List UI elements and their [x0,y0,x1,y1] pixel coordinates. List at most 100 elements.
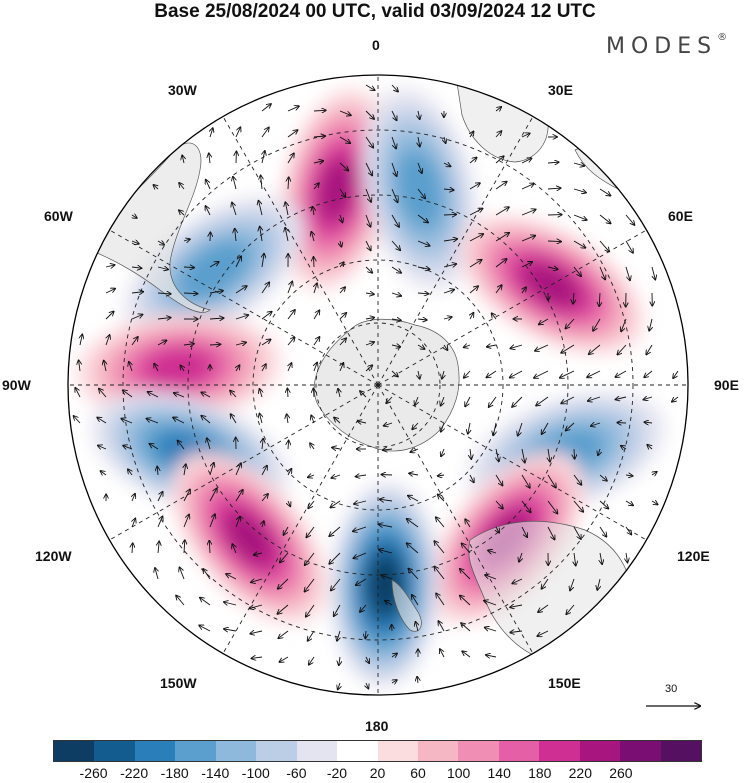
anomaly-contour [143,347,214,388]
wind-arrow [183,344,194,345]
wind-arrow [391,110,397,120]
wind-arrow [235,517,240,528]
wind-arrow [314,283,317,294]
anomaly-contour [225,511,274,565]
wind-arrow [280,552,289,562]
wind-arrow [434,567,445,580]
wind-arrow [260,414,263,424]
wind-arrow [339,188,345,197]
wind-arrow [158,542,159,554]
wind-arrow [484,601,497,606]
lon-label-30w: 30W [168,82,197,98]
wind-arrow [469,183,480,190]
latitude-circle [315,322,441,448]
wind-arrow [599,292,600,306]
wind-arrow [80,335,82,346]
lon-label-60w: 60W [44,208,73,224]
wind-arrow [224,629,237,631]
graticule [68,75,688,695]
lon-label-60e: 60E [668,208,693,224]
map-boundary [67,74,689,696]
wind-arrow [417,162,422,173]
wind-arrow [496,448,499,461]
wind-arrow [542,422,549,434]
wind-arrow [409,473,419,475]
wind-arrow [287,106,299,112]
wind-arrow [441,422,444,432]
wind-arrow [262,364,266,372]
wind-arrow [626,552,628,562]
wind-arrow [311,232,314,242]
wind-arrow [99,389,107,398]
wind-arrow [332,448,341,450]
wind-arrow [470,132,474,138]
wind-arrow [460,596,471,606]
wind-arrow [356,578,367,585]
wind-arrow [462,651,471,658]
colorbar-tick-label: -260 [79,765,108,781]
wind-arrow [487,370,497,377]
wind-arrow [652,266,655,280]
wind-arrow [521,210,536,216]
wind-arrow [495,107,501,111]
wind-arrow [495,474,503,486]
lon-label-180: 180 [365,718,389,734]
wind-arrow [230,391,237,398]
anomaly-contour [317,158,355,220]
wind-arrow [384,423,393,426]
wind-arrow [179,210,185,215]
wind-arrow [365,110,374,119]
wind-arrow [308,500,315,508]
colorbar-tick-label: -180 [160,765,189,781]
colorbar-swatch [54,741,95,761]
wind-arrow [444,136,446,143]
wind-vectors [74,84,679,689]
modes-logo: MODES® [606,32,727,59]
wind-arrow [470,474,474,482]
wind-arrow [226,574,237,580]
wind-arrow [183,293,197,294]
wind-arrow [365,84,375,90]
wind-arrow [519,552,522,562]
wind-arrow [353,526,367,531]
wind-arrow [235,315,248,320]
wind-arrow [625,500,633,505]
wind-arrow [313,310,319,320]
wind-arrow [331,578,341,591]
wind-arrow [644,422,653,423]
wind-arrow [495,500,503,509]
wind-arrow [441,396,444,406]
wind-arrow [131,267,142,268]
wind-arrow [547,188,561,189]
colorbar-swatch [296,741,338,761]
colorbar [53,740,702,762]
wind-arrow [157,267,168,270]
wind-arrow [106,335,110,346]
wind-arrow [489,396,497,407]
wind-arrow [235,490,243,502]
wind-arrow [379,550,393,554]
wind-arrow [79,360,80,372]
wind-arrow [262,521,264,528]
wind-arrow [360,391,367,398]
wind-arrow [308,475,315,477]
wind-arrow [313,110,326,111]
wind-arrow [287,310,295,320]
wind-arrow [408,569,419,580]
wind-arrow [493,422,496,435]
wind-arrow [539,318,549,324]
wind-arrow [334,604,341,616]
wind-arrow [625,526,631,535]
colorbar-tick-label: 180 [528,765,552,781]
wind-arrow [206,206,211,216]
wind-arrow [547,267,558,269]
wind-arrow [314,257,315,268]
wind-arrow [535,344,549,351]
wind-arrow [287,414,288,424]
wind-arrow [599,474,607,481]
wind-arrow [261,282,269,294]
meridian-line [109,229,379,386]
latitude-circle [252,259,504,511]
wind-arrow [391,188,398,202]
wind-arrow [547,241,561,242]
